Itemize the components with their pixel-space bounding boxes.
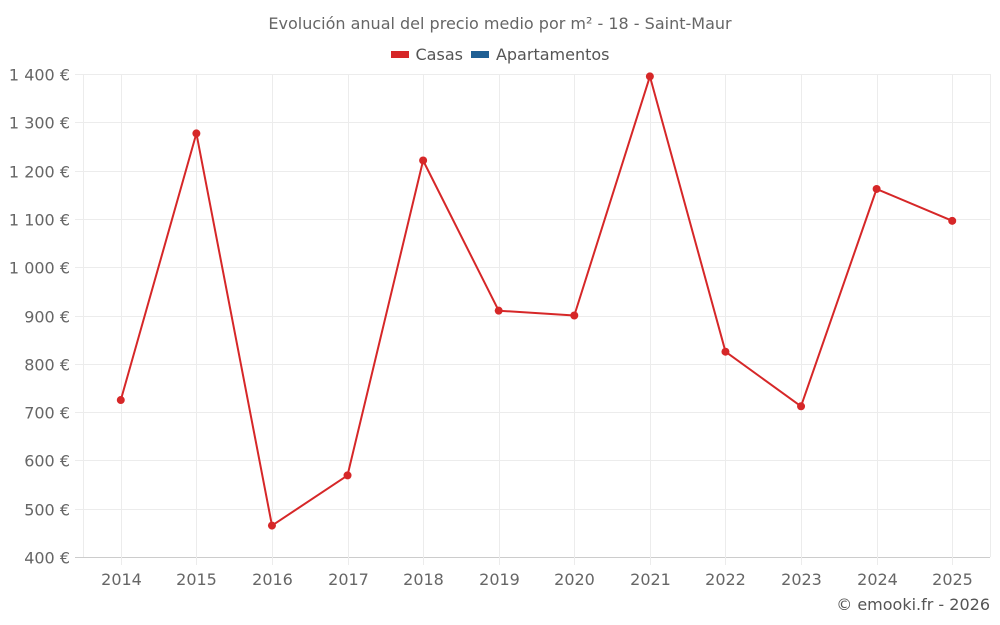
x-tick-label: 2023 [781, 570, 822, 589]
data-point[interactable] [494, 306, 503, 315]
y-tick-label: 1 300 € [9, 114, 70, 133]
x-tick-label: 2020 [554, 570, 595, 589]
data-point[interactable] [419, 156, 428, 165]
y-tick-label: 1 200 € [9, 163, 70, 182]
y-tick-label: 1 100 € [9, 211, 70, 230]
y-tick-label: 1 400 € [9, 66, 70, 85]
x-tick-label: 2024 [857, 570, 898, 589]
data-point[interactable] [645, 72, 654, 81]
data-point[interactable] [192, 129, 201, 138]
chart-legend: Casas Apartamentos [0, 45, 1000, 64]
y-tick-label: 800 € [24, 356, 70, 375]
x-tick-label: 2015 [176, 570, 217, 589]
y-tick-label: 900 € [24, 308, 70, 327]
data-point[interactable] [267, 521, 276, 530]
x-tick-label: 2021 [630, 570, 671, 589]
y-tick-label: 700 € [24, 404, 70, 423]
legend-label-apartamentos: Apartamentos [495, 45, 610, 64]
y-tick-label: 600 € [24, 452, 70, 471]
x-tick-label: 2017 [328, 570, 369, 589]
data-point[interactable] [570, 311, 579, 320]
x-tick-label: 2025 [932, 570, 973, 589]
y-tick-label: 500 € [24, 501, 70, 520]
data-point[interactable] [872, 184, 881, 193]
data-point[interactable] [721, 347, 730, 356]
copyright-credit: © emooki.fr - 2026 [836, 595, 990, 614]
legend-swatch-apartamentos [470, 51, 489, 58]
data-point[interactable] [948, 216, 957, 225]
series-line-casas [119, 75, 953, 527]
y-tick-label: 1 000 € [9, 259, 70, 278]
x-tick-label: 2019 [479, 570, 520, 589]
x-tick-label: 2014 [101, 570, 142, 589]
y-tick-label: 400 € [24, 549, 70, 568]
data-point[interactable] [116, 396, 125, 405]
legend-item-casas[interactable]: Casas [390, 45, 463, 64]
legend-item-apartamentos[interactable]: Apartamentos [470, 45, 610, 64]
legend-label-casas: Casas [415, 45, 463, 64]
legend-swatch-casas [390, 51, 409, 58]
data-point[interactable] [797, 402, 806, 411]
x-tick-label: 2018 [403, 570, 444, 589]
data-point[interactable] [343, 471, 352, 480]
x-tick-label: 2022 [705, 570, 746, 589]
x-tick-label: 2016 [252, 570, 293, 589]
chart-title: Evolución anual del precio medio por m² … [268, 14, 732, 33]
